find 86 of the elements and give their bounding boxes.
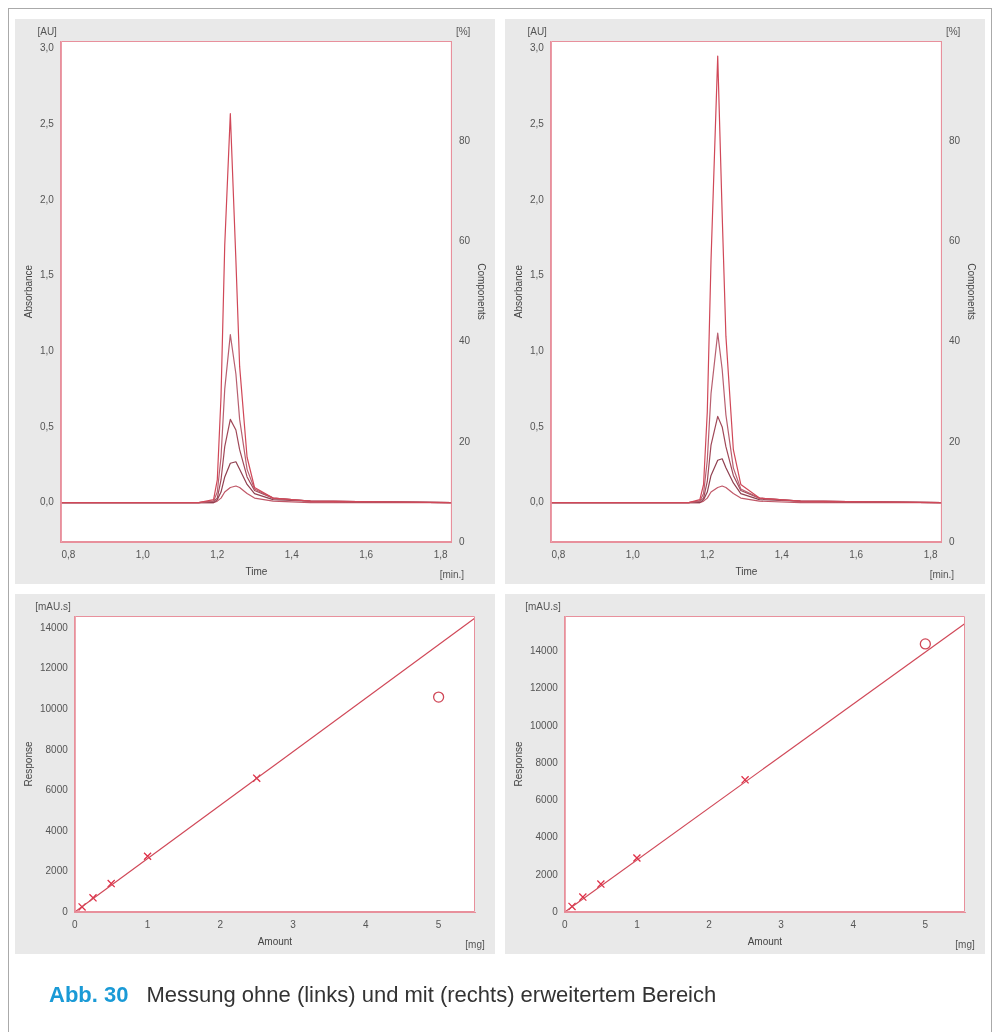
y2-tick-label: 0 xyxy=(458,535,465,547)
y-tick-label: 8000 xyxy=(535,756,559,768)
text: [mAU.s] xyxy=(35,601,72,612)
y-axis-title: Response xyxy=(512,741,524,787)
y-tick-label: 2,0 xyxy=(40,193,55,205)
y-tick-label: 0,5 xyxy=(530,420,545,432)
y-tick-label: 12000 xyxy=(40,662,69,674)
caption: Abb. 30 xyxy=(49,982,129,1007)
x-tick-label: 0 xyxy=(72,918,79,930)
x-tick-label: 5 xyxy=(922,918,929,930)
y2-tick-label: 40 xyxy=(948,335,961,347)
y-tick-label: 6000 xyxy=(45,784,69,796)
text: [AU] xyxy=(37,26,58,37)
x-tick-label: 0,8 xyxy=(61,548,76,560)
y-tick-label: 1,0 xyxy=(40,345,55,357)
y-tick-label: 14000 xyxy=(530,645,559,657)
x-tick-label: 4 xyxy=(363,918,370,930)
y2-tick-label: 0 xyxy=(948,535,955,547)
y2-tick-label: 60 xyxy=(458,235,471,247)
y-tick-label: 2,0 xyxy=(530,193,545,205)
x-tick-label: 2 xyxy=(706,918,713,930)
x-axis-title: Time xyxy=(245,565,268,577)
y2-tick-label: 80 xyxy=(948,134,961,146)
x-tick-label: 1,4 xyxy=(774,548,790,560)
y-tick-label: 2,5 xyxy=(530,118,545,129)
y-tick-label: 10000 xyxy=(530,719,559,731)
y-tick-label: 0 xyxy=(552,905,559,917)
y-tick-label: 1,0 xyxy=(530,345,545,357)
y-axis-title: Absorbance xyxy=(22,264,34,319)
text: [min.] xyxy=(929,569,955,580)
x-tick-label: 1 xyxy=(144,918,151,930)
y-tick-label: 2000 xyxy=(45,865,69,877)
text: [mg] xyxy=(955,939,975,950)
y2-tick-label: 60 xyxy=(948,235,961,247)
y2-tick-label: 20 xyxy=(948,435,961,447)
x-tick-label: 3 xyxy=(290,918,297,930)
text: [%] xyxy=(455,26,471,37)
y2-axis-title: Components xyxy=(966,263,978,320)
y-tick-label: 3,0 xyxy=(40,42,55,54)
y-tick-label: 0,0 xyxy=(530,496,545,508)
x-tick-label: 1,2 xyxy=(700,548,715,560)
y-tick-label: 1,5 xyxy=(530,269,545,281)
y-tick-label: 10000 xyxy=(40,703,69,715)
x-tick-label: 3 xyxy=(778,918,785,930)
text: [min.] xyxy=(439,569,465,580)
x-tick-label: 1,0 xyxy=(135,548,151,560)
x-tick-label: 1 xyxy=(634,918,641,930)
x-tick-label: 1,6 xyxy=(849,548,864,560)
text: [%] xyxy=(945,26,961,37)
text: [mg] xyxy=(465,939,485,950)
x-tick-label: 0,8 xyxy=(551,548,566,560)
x-axis-title: Time xyxy=(735,565,758,577)
x-tick-label: 2 xyxy=(217,918,224,930)
y-axis-title: Response xyxy=(22,741,34,787)
x-tick-label: 1,0 xyxy=(625,548,641,560)
y2-tick-label: 80 xyxy=(458,134,471,146)
x-tick-label: 1,8 xyxy=(923,548,939,560)
x-axis-title: Amount xyxy=(257,935,293,947)
y-tick-label: 4000 xyxy=(45,824,69,836)
x-tick-label: 5 xyxy=(435,918,442,930)
x-tick-label: 1,8 xyxy=(433,548,449,560)
y-tick-label: 4000 xyxy=(535,831,559,843)
y-tick-label: 3,0 xyxy=(530,42,545,54)
text: Messung ohne (links) und mit (rechts) erweitertem Bereich xyxy=(146,982,717,1007)
y-tick-label: 0,5 xyxy=(40,420,55,432)
text: [AU] xyxy=(527,26,548,37)
x-tick-label: 1,2 xyxy=(210,548,225,560)
y-tick-label: 12000 xyxy=(530,682,559,694)
x-axis-title: Amount xyxy=(747,935,783,947)
text: [mAU.s] xyxy=(525,601,562,612)
y2-axis-title: Components xyxy=(476,263,488,320)
y-tick-label: 2000 xyxy=(535,868,559,880)
y2-tick-label: 40 xyxy=(458,335,471,347)
x-tick-label: 0 xyxy=(562,918,569,930)
y-tick-label: 2,5 xyxy=(40,118,55,129)
y-tick-label: 1,5 xyxy=(40,269,55,281)
x-tick-label: 1,6 xyxy=(359,548,374,560)
y-axis-title: Absorbance xyxy=(512,264,524,319)
y-tick-label: 6000 xyxy=(535,794,559,806)
x-tick-label: 1,4 xyxy=(284,548,300,560)
y-tick-label: 8000 xyxy=(45,743,69,755)
y-tick-label: 0,0 xyxy=(40,496,55,508)
y-tick-label: 0 xyxy=(62,905,69,917)
x-tick-label: 4 xyxy=(850,918,857,930)
y-tick-label: 14000 xyxy=(40,621,69,633)
y2-tick-label: 20 xyxy=(458,435,471,447)
